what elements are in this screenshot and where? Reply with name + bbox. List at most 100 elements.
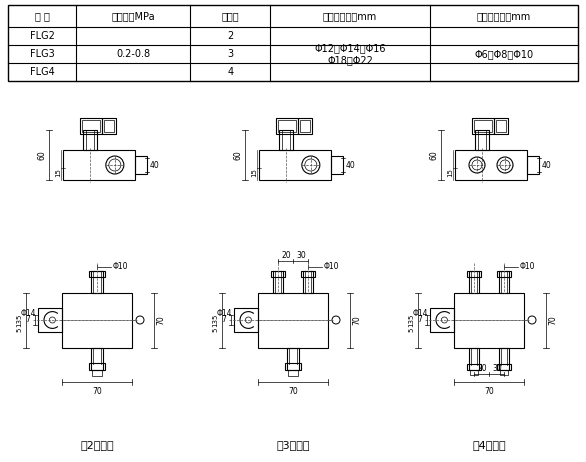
Bar <box>103 118 117 134</box>
Bar <box>430 308 454 332</box>
Text: 60: 60 <box>38 150 46 160</box>
Bar <box>288 370 298 376</box>
Text: 135: 135 <box>16 313 22 327</box>
Text: 5: 5 <box>212 328 218 332</box>
Text: 70: 70 <box>156 315 165 325</box>
Text: Φ14: Φ14 <box>21 310 36 318</box>
Bar <box>234 308 258 332</box>
Text: 40: 40 <box>346 160 356 170</box>
Text: Φ12、Φ14、Φ16
Φ18、Φ22: Φ12、Φ14、Φ16 Φ18、Φ22 <box>314 43 386 65</box>
Bar <box>469 270 479 292</box>
Bar <box>527 156 539 174</box>
Text: 4: 4 <box>227 67 233 77</box>
Bar <box>83 120 100 132</box>
Text: 油气出口管径mm: 油气出口管径mm <box>477 11 531 21</box>
Bar <box>83 130 97 150</box>
Text: （4出口）: （4出口） <box>472 440 506 450</box>
Text: 15: 15 <box>251 169 257 177</box>
Text: 60: 60 <box>233 150 243 160</box>
Text: 70: 70 <box>288 388 298 396</box>
Text: Φ6、Φ8、Φ10: Φ6、Φ8、Φ10 <box>474 49 533 59</box>
Text: 5: 5 <box>16 328 22 332</box>
Text: 70: 70 <box>548 315 557 325</box>
Text: 70: 70 <box>92 388 102 396</box>
Text: 40: 40 <box>150 160 160 170</box>
Text: （2出口）: （2出口） <box>80 440 114 450</box>
Bar <box>467 270 481 276</box>
Bar <box>89 363 105 370</box>
Bar <box>454 292 524 347</box>
Bar <box>92 370 102 376</box>
Text: FLG4: FLG4 <box>30 67 54 77</box>
Bar <box>475 130 489 150</box>
Text: 2: 2 <box>227 31 233 41</box>
Text: 15: 15 <box>55 169 61 177</box>
Bar <box>38 308 62 332</box>
Bar <box>298 118 312 134</box>
Text: Φ10: Φ10 <box>324 262 339 271</box>
Bar <box>258 292 328 347</box>
Text: FLG3: FLG3 <box>30 49 54 59</box>
Text: 20: 20 <box>281 251 291 260</box>
Bar <box>285 363 301 370</box>
Bar <box>301 120 311 132</box>
Bar <box>89 270 105 276</box>
Bar <box>303 270 313 292</box>
Text: 30: 30 <box>492 364 502 373</box>
Text: 70: 70 <box>353 315 362 325</box>
Bar <box>469 347 479 370</box>
Bar <box>135 156 147 174</box>
Bar <box>467 364 481 370</box>
Bar <box>301 270 315 276</box>
Text: 70: 70 <box>484 388 494 396</box>
Text: 7: 7 <box>26 316 30 324</box>
Text: 型 号: 型 号 <box>35 11 50 21</box>
Bar <box>63 150 135 180</box>
Bar <box>497 364 511 370</box>
Text: 3: 3 <box>227 49 233 59</box>
Text: 135: 135 <box>408 313 414 327</box>
Text: FLG2: FLG2 <box>30 31 54 41</box>
Text: 7: 7 <box>222 316 226 324</box>
Bar <box>497 270 511 276</box>
Text: 40: 40 <box>542 160 552 170</box>
Text: 出口数: 出口数 <box>222 11 239 21</box>
Text: （3出口）: （3出口） <box>276 440 310 450</box>
Text: 0.2-0.8: 0.2-0.8 <box>117 49 151 59</box>
Bar <box>499 270 509 292</box>
Bar <box>91 270 103 292</box>
Bar <box>62 292 132 347</box>
Bar <box>496 120 506 132</box>
Text: Φ10: Φ10 <box>520 262 536 271</box>
Bar <box>455 150 527 180</box>
Bar <box>470 370 478 375</box>
Text: 5: 5 <box>408 328 414 332</box>
Bar <box>287 347 299 370</box>
Bar <box>495 118 509 134</box>
Text: 7: 7 <box>418 316 423 324</box>
Text: 30: 30 <box>296 251 306 260</box>
Text: Φ14: Φ14 <box>412 310 428 318</box>
Bar <box>278 120 297 132</box>
Text: 20: 20 <box>477 364 487 373</box>
Bar <box>259 150 331 180</box>
Bar <box>280 130 294 150</box>
Bar <box>80 118 103 134</box>
Bar <box>331 156 343 174</box>
Bar <box>472 118 495 134</box>
Text: 出气压力MPa: 出气压力MPa <box>111 11 155 21</box>
Bar <box>8 5 578 81</box>
Text: 油气进口管径mm: 油气进口管径mm <box>323 11 377 21</box>
Bar <box>91 347 103 370</box>
Bar <box>277 118 298 134</box>
Bar <box>104 120 114 132</box>
Text: 15: 15 <box>447 169 453 177</box>
Bar <box>499 347 509 370</box>
Bar <box>271 270 285 276</box>
Text: 60: 60 <box>430 150 438 160</box>
Text: Φ14: Φ14 <box>216 310 231 318</box>
Bar <box>500 370 508 375</box>
Bar <box>474 120 492 132</box>
Text: Φ10: Φ10 <box>113 262 128 271</box>
Bar <box>273 270 283 292</box>
